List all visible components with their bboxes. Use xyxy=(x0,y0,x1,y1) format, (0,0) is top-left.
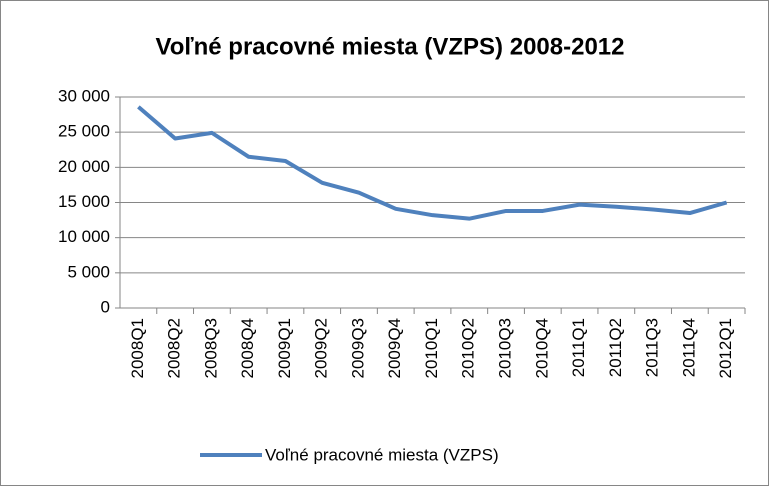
x-tick-label: 2008Q4 xyxy=(238,318,257,379)
x-tick-label: 2008Q2 xyxy=(165,318,184,379)
x-tick-label: 2010Q4 xyxy=(532,318,551,379)
x-tick-label: 2009Q2 xyxy=(312,318,331,379)
x-tick-label: 2011Q2 xyxy=(606,318,625,377)
x-tick-label: 2011Q4 xyxy=(679,318,698,377)
y-tick-label: 20 000 xyxy=(58,157,110,176)
x-tick-label: 2009Q4 xyxy=(385,318,404,379)
y-tick-label: 10 000 xyxy=(58,227,110,246)
x-tick-label: 2009Q1 xyxy=(275,318,294,379)
x-tick-label: 2012Q1 xyxy=(716,318,735,379)
x-tick-label: 2010Q1 xyxy=(422,318,441,379)
y-tick-label: 30 000 xyxy=(58,86,110,105)
y-tick-label: 25 000 xyxy=(58,122,110,141)
x-tick-label: 2009Q3 xyxy=(348,318,367,379)
data-line xyxy=(137,105,728,221)
y-tick-label: 0 xyxy=(101,297,110,316)
x-tick-label: 2011Q3 xyxy=(643,318,662,377)
y-tick-label: 5 000 xyxy=(67,262,110,281)
y-tick-label: 15 000 xyxy=(58,192,110,211)
legend-label: Voľné pracovné miesta (VZPS) xyxy=(265,445,499,464)
x-tick-label: 2010Q2 xyxy=(459,318,478,379)
x-tick-label: 2010Q3 xyxy=(496,318,515,379)
x-tick-label: 2008Q1 xyxy=(128,318,147,379)
x-tick-label: 2011Q1 xyxy=(569,318,588,377)
chart-title: Voľné pracovné miesta (VZPS) 2008-2012 xyxy=(155,33,624,60)
x-tick-label: 2008Q3 xyxy=(201,318,220,379)
